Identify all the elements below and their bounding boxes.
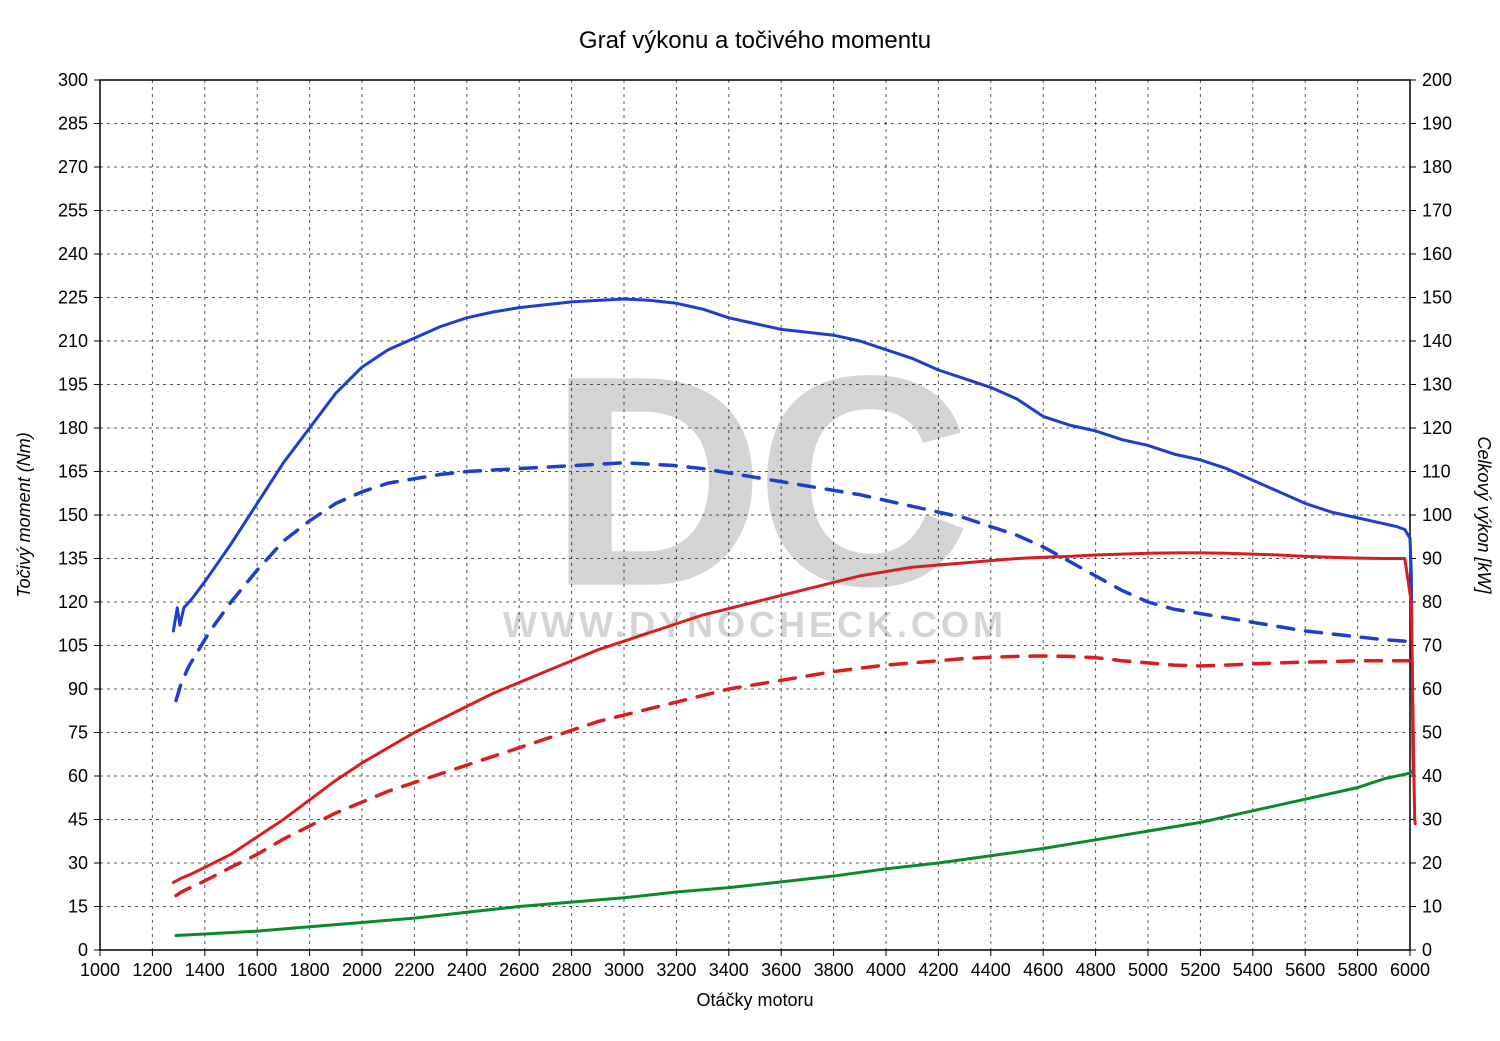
x-tick-label: 3200 [656,960,696,980]
x-tick-label: 2600 [499,960,539,980]
x-tick-label: 2400 [447,960,487,980]
y-left-tick-label: 255 [58,201,88,221]
y-left-tick-label: 165 [58,462,88,482]
y-left-tick-label: 210 [58,331,88,351]
x-tick-label: 3800 [814,960,854,980]
y-left-tick-label: 180 [58,418,88,438]
x-tick-label: 2200 [394,960,434,980]
y-right-tick-label: 50 [1422,723,1442,743]
x-tick-label: 4600 [1023,960,1063,980]
watermark-url: WWW.DYNOCHECK.COM [503,604,1007,645]
y-right-tick-label: 100 [1422,505,1452,525]
x-tick-label: 4200 [918,960,958,980]
y-right-tick-label: 130 [1422,375,1452,395]
y-left-tick-label: 225 [58,288,88,308]
y-right-axis-label: Celkový výkon [kW] [1474,436,1494,594]
watermark-big: DC [548,313,966,649]
y-right-tick-label: 180 [1422,157,1452,177]
dyno-chart: DCWWW.DYNOCHECK.COM100012001400160018002… [0,0,1500,1041]
x-tick-label: 3000 [604,960,644,980]
y-right-tick-label: 10 [1422,897,1442,917]
x-tick-label: 3600 [761,960,801,980]
y-left-tick-label: 105 [58,636,88,656]
x-tick-label: 1600 [237,960,277,980]
x-tick-label: 1200 [132,960,172,980]
y-left-tick-label: 300 [58,70,88,90]
y-right-tick-label: 160 [1422,244,1452,264]
y-right-tick-label: 190 [1422,114,1452,134]
y-right-tick-label: 150 [1422,288,1452,308]
y-left-tick-label: 45 [68,810,88,830]
y-left-tick-label: 135 [58,549,88,569]
y-left-tick-label: 75 [68,723,88,743]
y-right-tick-label: 200 [1422,70,1452,90]
watermark: DCWWW.DYNOCHECK.COM [503,313,1007,649]
y-left-tick-label: 60 [68,766,88,786]
y-right-tick-label: 30 [1422,810,1442,830]
x-tick-label: 4000 [866,960,906,980]
y-right-tick-label: 80 [1422,592,1442,612]
y-left-tick-label: 90 [68,679,88,699]
y-left-axis-label: Točivý moment (Nm) [14,432,34,597]
y-left-tick-label: 195 [58,375,88,395]
y-right-tick-label: 20 [1422,853,1442,873]
y-left-tick-label: 270 [58,157,88,177]
y-right-tick-label: 40 [1422,766,1442,786]
x-tick-label: 1800 [290,960,330,980]
x-tick-label: 5200 [1180,960,1220,980]
x-tick-label: 2800 [552,960,592,980]
y-left-tick-label: 15 [68,897,88,917]
y-right-tick-label: 140 [1422,331,1452,351]
y-right-tick-label: 60 [1422,679,1442,699]
y-right-tick-label: 120 [1422,418,1452,438]
y-right-tick-label: 90 [1422,549,1442,569]
x-axis-label: Otáčky motoru [696,990,813,1010]
x-tick-label: 4800 [1076,960,1116,980]
y-left-tick-label: 285 [58,114,88,134]
x-tick-label: 1000 [80,960,120,980]
chart-title: Graf výkonu a točivého momentu [579,27,931,54]
y-right-tick-label: 170 [1422,201,1452,221]
y-left-tick-label: 30 [68,853,88,873]
x-tick-label: 5800 [1338,960,1378,980]
y-left-tick-label: 0 [78,940,88,960]
x-tick-label: 2000 [342,960,382,980]
x-tick-label: 6000 [1390,960,1430,980]
y-right-tick-label: 0 [1422,940,1432,960]
x-tick-label: 4400 [971,960,1011,980]
y-left-tick-label: 120 [58,592,88,612]
x-tick-label: 5600 [1285,960,1325,980]
y-left-tick-label: 150 [58,505,88,525]
x-tick-label: 5000 [1128,960,1168,980]
y-left-tick-label: 240 [58,244,88,264]
x-tick-label: 3400 [709,960,749,980]
y-right-tick-label: 110 [1422,462,1451,482]
x-tick-label: 5400 [1233,960,1273,980]
y-right-tick-label: 70 [1422,636,1442,656]
x-tick-label: 1400 [185,960,225,980]
